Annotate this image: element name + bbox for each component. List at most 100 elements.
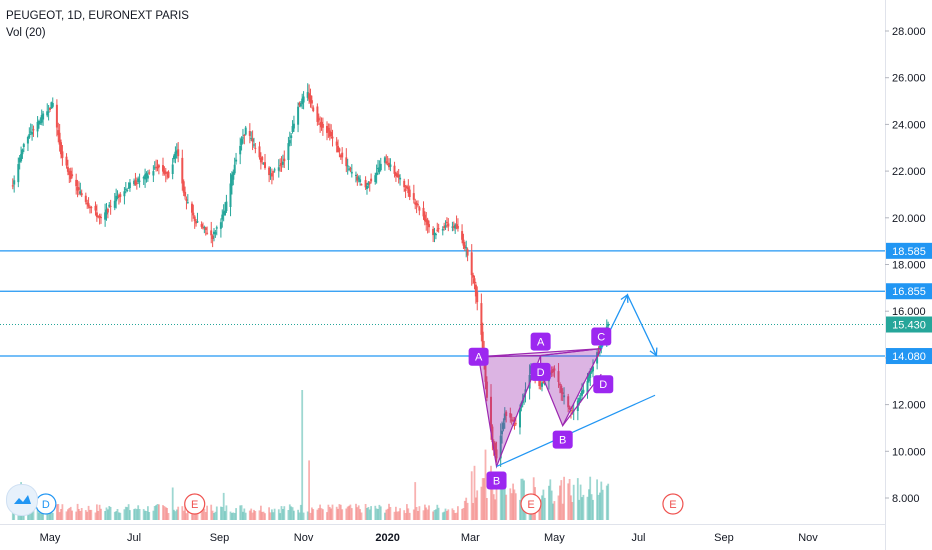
volume-bar [397, 511, 400, 520]
candle-body [39, 122, 42, 124]
earnings-event-icon[interactable]: E [184, 493, 206, 515]
volume-bar [326, 512, 328, 520]
candle-body [425, 219, 428, 223]
candle-body [388, 162, 390, 168]
candle-body [241, 137, 244, 139]
candle-body [326, 126, 328, 133]
candle-body [385, 161, 388, 164]
volume-bar [124, 506, 127, 520]
candle-body [328, 130, 331, 137]
candle-body [597, 352, 600, 354]
candle-body [418, 207, 421, 211]
volume-bar [254, 511, 257, 520]
candle-body [586, 380, 589, 394]
candle-body [233, 164, 236, 174]
x-tick-label: May [40, 532, 61, 544]
candle-body [348, 168, 351, 170]
candle-body [200, 224, 203, 227]
candle-body [589, 370, 592, 378]
candle-body [349, 168, 352, 170]
candle-body [393, 165, 396, 174]
candle-body [364, 180, 367, 188]
volume-bar [426, 509, 429, 520]
candle-body [350, 171, 353, 174]
earnings-event-icon[interactable]: E [520, 493, 542, 515]
candle-body [31, 132, 34, 135]
volume-bar [481, 478, 484, 520]
candle-body [374, 175, 377, 182]
volume-bar [251, 512, 254, 520]
candle-body [175, 150, 178, 154]
candle-body [451, 226, 454, 228]
volume-bar [472, 503, 474, 520]
volume-bar [46, 511, 49, 520]
volume-bar [557, 495, 560, 520]
candle-body [80, 193, 83, 196]
volume-bar [552, 503, 554, 520]
candle-body [571, 413, 574, 415]
volume-bar [126, 507, 129, 520]
candle-body [495, 449, 498, 459]
volume-bar [597, 494, 600, 520]
candle-body [474, 284, 477, 297]
volume-bar [181, 506, 184, 520]
candle-body [542, 381, 545, 383]
candle-body [153, 167, 156, 169]
candle-body [128, 182, 131, 188]
volume-bar [282, 509, 284, 520]
candle-body [298, 103, 301, 106]
volume-bar [364, 504, 367, 520]
candle-body [109, 205, 112, 207]
volume-bar [424, 504, 426, 520]
event-marker-circle [662, 493, 684, 515]
volume-bar [171, 487, 174, 520]
volume-bar [39, 508, 42, 520]
candle-body [123, 191, 126, 197]
candle-body [288, 140, 291, 144]
candle-body [232, 172, 235, 180]
candle-body [366, 185, 368, 189]
tradingview-logo-icon[interactable] [6, 484, 38, 516]
candle-body [133, 180, 136, 185]
volume-bar [433, 510, 436, 520]
candle-body [331, 136, 334, 139]
candle-body [108, 204, 111, 207]
volume-bar [384, 512, 386, 520]
candle-body [587, 373, 590, 382]
volume-bar [153, 506, 156, 520]
volume-bar [357, 505, 360, 520]
candle-body [560, 385, 563, 393]
volume-bar [185, 513, 188, 520]
candle-body [592, 366, 594, 372]
volume-bar [422, 510, 425, 520]
volume-bar [447, 509, 450, 520]
candle-body [357, 177, 360, 180]
volume-bar [135, 509, 138, 520]
candle-body [17, 164, 20, 183]
candle-body [341, 152, 344, 158]
volume-bar [466, 502, 469, 520]
volume-bar [174, 511, 177, 520]
candle-body [383, 157, 386, 163]
volume-bar [328, 507, 331, 520]
candle-body [134, 180, 137, 185]
candle-body [77, 187, 80, 190]
volume-bar [260, 505, 262, 520]
horizontal-levels: 18.585 16.855 14.080 [0, 242, 932, 365]
candle-body [367, 182, 370, 185]
earnings-event-icon[interactable]: E [662, 493, 684, 515]
volume-bar [601, 489, 604, 520]
volume-bar [269, 512, 272, 520]
candle-body [258, 146, 261, 158]
candle-body [405, 186, 408, 189]
pattern-point-marker [530, 332, 551, 351]
candle-body [191, 203, 193, 213]
volume-bar [291, 507, 294, 520]
candle-body [283, 158, 286, 162]
candle-body [60, 142, 62, 155]
candle-body [301, 98, 304, 105]
x-tick-label: Nov [294, 532, 314, 544]
candle-body [484, 362, 487, 382]
dividend-event-icon[interactable]: D [35, 493, 57, 515]
